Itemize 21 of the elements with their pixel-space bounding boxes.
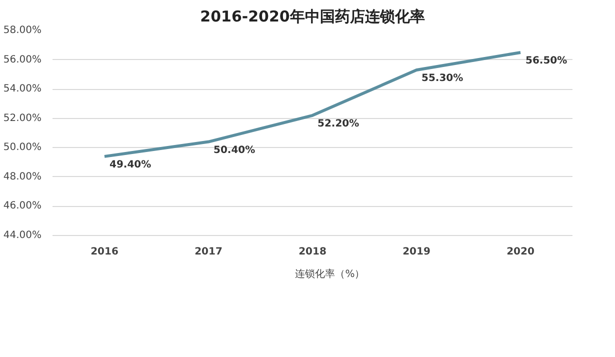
- x-tick-label: 2020: [506, 246, 534, 258]
- x-tick-label: 2017: [194, 246, 222, 258]
- data-label: 55.30%: [422, 73, 464, 84]
- data-label: 52.20%: [318, 118, 360, 130]
- x-tick-label: 2018: [298, 246, 326, 258]
- data-label: 56.50%: [526, 55, 568, 66]
- y-tick-label: 50.00%: [3, 142, 42, 154]
- y-tick-label: 56.00%: [3, 54, 42, 66]
- text: 连锁化率（%）: [295, 268, 365, 281]
- y-tick-label: 44.00%: [3, 230, 42, 241]
- y-tick-label: 52.00%: [3, 112, 42, 124]
- chart-title: 2016-2020年中国药店连锁化率: [200, 8, 425, 26]
- y-tick-label: 46.00%: [3, 200, 42, 212]
- x-tick-label: 2016: [90, 246, 118, 258]
- x-tick-label: 2019: [402, 246, 430, 258]
- data-label: 50.40%: [214, 144, 256, 156]
- data-label: 49.40%: [110, 159, 152, 170]
- line-series: [103, 50, 522, 158]
- y-tick-label: 48.00%: [3, 171, 42, 182]
- y-tick-label: 54.00%: [3, 84, 42, 95]
- y-tick-label: 58.00%: [3, 25, 42, 36]
